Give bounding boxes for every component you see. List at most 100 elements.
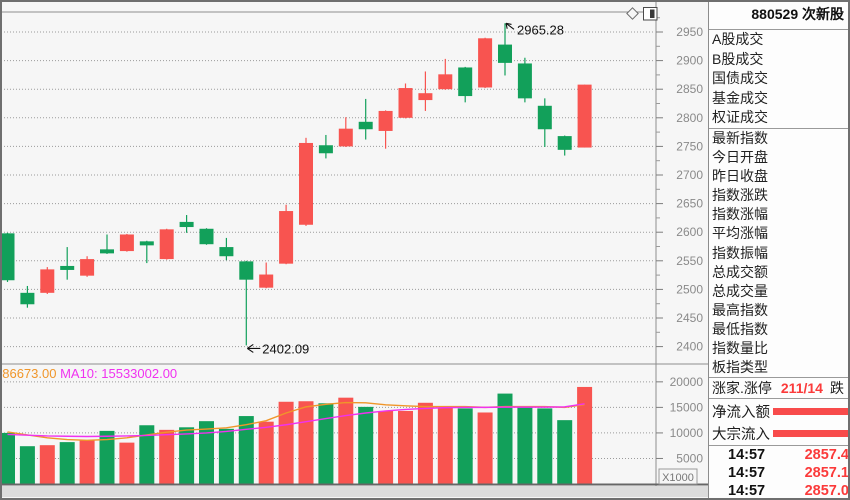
volume-bar [159, 429, 175, 484]
candle-body [577, 84, 592, 148]
candle-body [199, 228, 214, 245]
money-flow-bar [773, 407, 850, 415]
money-flow-row: 净流入额 [709, 400, 850, 422]
candle-body [279, 211, 294, 264]
candle-body [259, 274, 274, 288]
volume-bar [318, 403, 334, 484]
svg-text:20000: 20000 [670, 375, 704, 389]
market-turnover-item[interactable]: 基金成交 [712, 89, 768, 106]
volume-bar [0, 432, 15, 484]
svg-text:2600: 2600 [676, 225, 703, 239]
candle-body [119, 234, 134, 252]
candle-body [338, 128, 353, 147]
candle-body [239, 261, 254, 280]
volume-bar [278, 401, 294, 484]
tick-time: 14:57 [728, 483, 766, 499]
market-turnover-item[interactable]: 国债成交 [712, 70, 768, 87]
index-stat-label: 最新指数 [712, 129, 768, 146]
market-turnover-item[interactable]: A股成交 [712, 31, 764, 47]
candle-body [60, 265, 75, 270]
volume-bar [417, 402, 433, 484]
candle-body [438, 74, 453, 90]
index-stat-label: 板指类型 [712, 359, 768, 376]
volume-bar [99, 430, 115, 484]
volume-bar [378, 410, 394, 484]
volume-bar [477, 412, 493, 484]
money-flow-bar [773, 429, 850, 437]
decliners-label-clipped: 跌 [829, 380, 844, 397]
quote-sidebar: 880529 次新股 A股成交 B股成交国债成交基金成交权证成交 最新指数今日开盘… [708, 0, 850, 500]
volume-bar [238, 416, 254, 484]
index-code: 880529 [751, 6, 799, 22]
index-stat-label: 昨日收盘 [712, 168, 768, 185]
index-stat-label: 今日开盘 [712, 149, 768, 166]
index-stat-label: 指数涨幅 [712, 206, 768, 223]
candle-body [557, 136, 572, 150]
candle-body [0, 233, 15, 281]
svg-text:10000: 10000 [670, 426, 704, 440]
candle-body [398, 88, 413, 118]
volume-ma10-line [7, 403, 585, 438]
money-flow-label: 净流入额 [712, 404, 770, 421]
split-window-icon[interactable] [643, 7, 658, 21]
tick-price: 2857.47 [804, 447, 850, 463]
volume-bar [139, 425, 155, 484]
money-flow-label: 大宗流入 [712, 426, 770, 443]
svg-text:2900: 2900 [676, 54, 703, 68]
candlestick-volume-chart: 986673.00 MA10: 15533002.00 2950 2900 2850 2… [0, 2, 708, 498]
volume-bar [19, 446, 35, 484]
diamond-icon[interactable] [624, 5, 640, 21]
svg-text:2650: 2650 [676, 197, 703, 211]
tick-time: 14:57 [728, 447, 766, 463]
candle-body [378, 110, 393, 131]
index-stat-label: 总成交量 [712, 282, 768, 299]
index-title: 880529 次新股 [709, 0, 850, 30]
svg-text:2800: 2800 [676, 111, 703, 125]
svg-text:2402.09: 2402.09 [262, 341, 309, 356]
volume-bar [39, 445, 55, 484]
advancers-row: 涨家.涨停 211/14 跌 [709, 378, 850, 399]
candle-body [418, 93, 433, 101]
volume-ma-labels: 986673.00 MA10: 15533002.00 [0, 366, 177, 381]
tick-quote-row: 14:57 2857.00 [709, 482, 850, 500]
volume-bar [199, 421, 214, 484]
market-turnover-menu: A股成交 B股成交国债成交基金成交权证成交 [709, 30, 850, 129]
advancers-label: 涨家.涨停 [712, 380, 772, 397]
svg-text:5000: 5000 [676, 451, 703, 465]
candle-body [318, 145, 333, 154]
money-flow-section: 净流入额 大宗流入 [709, 399, 850, 446]
index-stat-label: 总成交额 [712, 263, 768, 280]
index-name: 次新股 [802, 6, 844, 22]
index-stat-label: 指数涨跌 [712, 187, 768, 204]
money-flow-row: 大宗流入 [709, 422, 850, 444]
tick-price: 2857.10 [804, 465, 850, 481]
svg-text:2750: 2750 [676, 139, 703, 153]
candle-body [537, 105, 552, 130]
volume-bar [218, 428, 234, 484]
volume-bar [577, 386, 593, 484]
volume-bar [59, 442, 75, 484]
svg-text:2550: 2550 [676, 254, 703, 268]
market-turnover-item[interactable]: B股成交 [712, 50, 764, 67]
horizontal-scrollbar[interactable] [2, 486, 708, 497]
candle-body [478, 38, 493, 88]
market-turnover-item[interactable]: 权证成交 [712, 109, 768, 126]
index-stat-label: 最高指数 [712, 301, 768, 318]
candle-body [20, 292, 35, 305]
volume-bar [517, 406, 533, 484]
index-stat-label: 平均涨幅 [712, 225, 768, 242]
volume-bar [258, 421, 274, 484]
candle-body [100, 249, 114, 254]
candle-body [159, 229, 174, 260]
svg-text:2850: 2850 [676, 82, 703, 96]
advancers-value: 211/14 [780, 380, 823, 397]
index-stats-list: 最新指数 今日开盘 昨日收盘 指数涨跌 指数涨幅 平均涨幅 指数振幅 总成交额 总成交量 最高指数… [709, 129, 850, 379]
volume-bar [557, 420, 573, 484]
svg-text:2450: 2450 [676, 311, 703, 325]
tick-quote-row: 14:57 2857.47 [709, 446, 850, 464]
svg-text:2400: 2400 [676, 340, 703, 354]
volume-bar [179, 427, 195, 484]
svg-text:2700: 2700 [676, 168, 703, 182]
svg-text:2950: 2950 [676, 25, 703, 39]
